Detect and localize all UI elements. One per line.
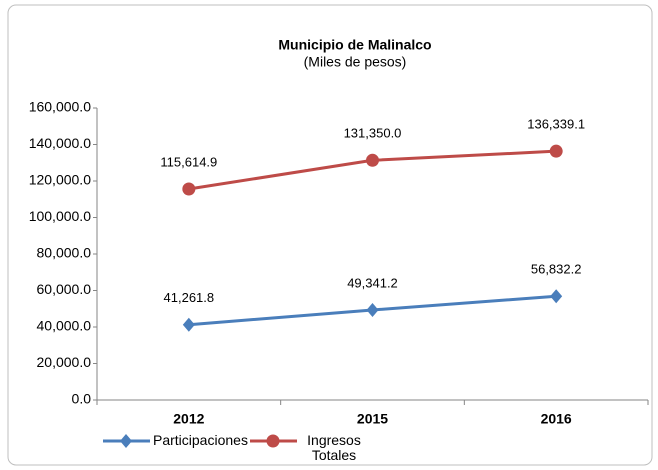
marker	[120, 434, 132, 448]
x-tick-label: 2015	[357, 411, 388, 427]
y-tick-label: 160,000.0	[29, 99, 91, 115]
chart-title: Municipio de Malinalco	[278, 37, 431, 53]
marker	[182, 182, 196, 196]
data-label: 131,350.0	[344, 126, 402, 141]
chart-subtitle: (Miles de pesos)	[304, 54, 407, 70]
y-tick-label: 80,000.0	[37, 245, 92, 261]
data-label: 56,832.2	[531, 262, 582, 277]
marker	[366, 153, 379, 167]
x-tick-label: 2016	[541, 411, 572, 427]
y-tick-label: 100,000.0	[29, 208, 91, 224]
legend-label: Ingresos Totales	[307, 432, 361, 463]
marker	[549, 144, 563, 158]
y-tick-label: 140,000.0	[29, 135, 91, 151]
legend-label: Participaciones	[153, 432, 248, 448]
marker	[266, 434, 280, 448]
data-label: 136,339.1	[527, 117, 585, 132]
chart-border	[7, 4, 653, 466]
data-label: 41,261.8	[164, 290, 215, 305]
y-tick-label: 20,000.0	[37, 354, 92, 370]
y-tick-label: 60,000.0	[37, 281, 92, 297]
marker	[550, 289, 563, 304]
data-label: 115,614.9	[160, 154, 217, 169]
data-label: 49,341.2	[347, 275, 398, 290]
y-tick-label: 0.0	[72, 391, 92, 407]
marker	[182, 317, 195, 332]
marker	[366, 302, 379, 317]
y-tick-label: 40,000.0	[37, 318, 92, 334]
y-tick-label: 120,000.0	[29, 172, 91, 188]
x-tick-label: 2012	[173, 411, 204, 427]
